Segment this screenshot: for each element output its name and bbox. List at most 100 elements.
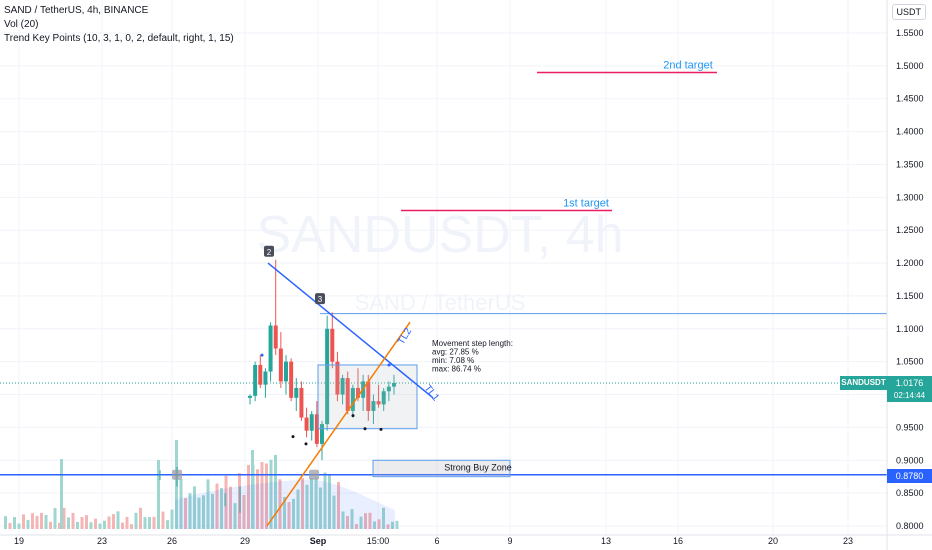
chart-title[interactable]: SAND / TetherUS, 4h, BINANCE	[4, 5, 149, 16]
volume-bar	[22, 514, 25, 529]
candle-body	[284, 361, 288, 382]
x-tick-label: 19	[14, 536, 24, 546]
second-target-label: 2nd target	[663, 59, 713, 71]
chart-grid	[0, 0, 887, 535]
candle-body	[350, 387, 355, 411]
x-tick-label: 13	[601, 536, 611, 546]
x-tick-label: 20	[768, 536, 778, 546]
volume-bar	[94, 518, 97, 529]
volume-bar	[332, 495, 336, 529]
volume-bar	[60, 459, 63, 529]
trendline-tl2	[266, 321, 411, 527]
candle-body	[325, 328, 330, 425]
pivot-dot	[387, 363, 391, 367]
x-tick-label: 15:00	[367, 536, 390, 546]
y-tick-label: 0.9500	[896, 422, 924, 432]
strong-buy-zone-box	[372, 459, 511, 478]
watermark-symbol: SANDUSDT, 4h	[257, 206, 624, 264]
support-price-label: 0.8780	[887, 469, 932, 483]
trend-indicator-label[interactable]: Trend Key Points (10, 3, 1, 0, 2, defaul…	[4, 33, 234, 44]
volume-bar	[319, 487, 322, 529]
candle-body	[371, 401, 376, 411]
volume-bar	[368, 512, 372, 529]
volume-bar	[157, 460, 160, 529]
volume-bar	[35, 516, 39, 529]
y-tick-label: 0.8000	[896, 521, 924, 531]
volume-bar	[170, 509, 174, 529]
volume-bar	[395, 520, 399, 529]
volume-bar	[278, 479, 282, 529]
pivot-2-label: 2	[267, 248, 272, 257]
volume-bar	[283, 496, 286, 529]
volume-bar	[107, 516, 111, 529]
first-target-label: 1st target	[563, 197, 609, 209]
candle-body	[299, 387, 304, 418]
pivot-dot	[351, 414, 355, 418]
volume-bar	[341, 511, 345, 529]
volume-bar	[364, 513, 367, 529]
pivot-3-marker	[315, 293, 325, 305]
candle-body	[263, 371, 268, 385]
volume-bar	[4, 516, 7, 529]
y-tick-label: 1.2000	[896, 258, 924, 268]
pivot-dot	[304, 442, 308, 446]
y-tick-label: 1.3000	[896, 192, 924, 202]
candle-body	[294, 387, 299, 398]
volume-bar	[197, 497, 201, 529]
x-tick-label: 23	[97, 536, 107, 546]
volume-bar	[76, 521, 79, 529]
volume-bar	[67, 517, 70, 529]
consolidation-box	[317, 364, 418, 430]
volume-bar	[125, 516, 129, 529]
y-tick-label: 1.5000	[896, 61, 924, 71]
pivot-3-label: 3	[318, 295, 323, 304]
volume-bar	[58, 522, 61, 529]
volume-bar	[62, 507, 66, 529]
volume-bar	[179, 478, 183, 529]
volume-bar	[193, 486, 196, 529]
watermark-pair: SAND / TetherUS	[355, 290, 526, 315]
bar-countdown: 02:14:44	[887, 390, 932, 402]
candle-body	[376, 401, 381, 405]
pivot-dot	[379, 427, 383, 431]
volume-bar	[166, 520, 169, 529]
y-tick-label: 1.4000	[896, 127, 924, 137]
y-tick-label: 0.9000	[896, 455, 924, 465]
volume-indicator-label[interactable]: Vol (20)	[4, 19, 39, 30]
volume-bar	[17, 523, 21, 529]
candle-body	[335, 361, 340, 395]
currency-button[interactable]: USDT	[891, 4, 926, 20]
volume-bar	[247, 464, 250, 529]
volume-bar	[242, 495, 246, 529]
candle-body	[330, 328, 335, 362]
volume-bars	[4, 440, 399, 529]
pivot-low-marker	[309, 469, 319, 480]
volume-bar	[40, 512, 43, 529]
volume-bar	[377, 519, 381, 529]
y-tick-label: 1.1000	[896, 324, 924, 334]
x-tick-label: 26	[167, 536, 177, 546]
volume-bar	[206, 479, 210, 529]
trendline-tl1	[267, 262, 434, 399]
volume-bar	[215, 483, 219, 529]
watermark: SANDUSDT, 4h SAND / TetherUS	[257, 206, 624, 315]
x-tick-label: 23	[843, 536, 853, 546]
volume-bar	[265, 463, 268, 529]
candle-body	[268, 325, 273, 372]
volume-bar	[103, 520, 106, 529]
candle-body	[278, 348, 283, 382]
volume-bar	[26, 519, 30, 529]
x-tick-label: 16	[673, 536, 683, 546]
volume-bar	[355, 524, 358, 529]
volume-bar	[346, 515, 349, 529]
y-tick-label: 1.4500	[896, 94, 924, 104]
candle-body	[273, 325, 278, 349]
symbol-price-label: SANDUSDT	[840, 376, 887, 390]
volume-bar	[292, 498, 295, 529]
candle-body	[320, 424, 324, 444]
pivot-dot	[363, 427, 367, 431]
last-price-label: 1.0176	[887, 376, 932, 390]
